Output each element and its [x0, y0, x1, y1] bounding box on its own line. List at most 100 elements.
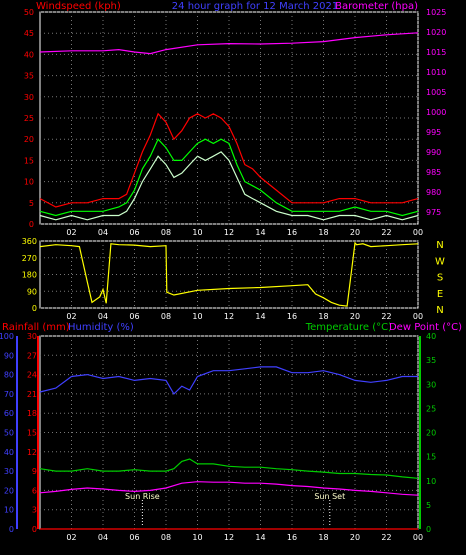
windspeed-y-tick: 5: [29, 199, 34, 208]
sun-marker-label: Sun Set: [314, 492, 345, 501]
windspeed-y-tick: 50: [24, 8, 34, 17]
humidity-y-tick: 30: [4, 467, 14, 476]
humidity-axis-title: Humidity (%): [68, 322, 134, 333]
rainfall-y-tick: 24: [27, 371, 37, 380]
climate-x-tick: 16: [287, 533, 297, 542]
rainfall-y-tick: 6: [32, 486, 37, 495]
windspeed-y-tick: 45: [24, 29, 34, 38]
humidity-line: [39, 366, 418, 395]
climate-x-tick: 08: [161, 533, 171, 542]
compass-label: W: [435, 256, 445, 267]
climate-x-tick: 06: [129, 533, 139, 542]
compass-label: S: [437, 273, 443, 284]
direction-x-tick: 12: [224, 312, 234, 321]
direction-y-tick: 0: [32, 304, 37, 313]
barometer-axis-title: Barometer (hpa): [335, 1, 418, 12]
barometer-line: [39, 32, 419, 55]
temperature-axis-title: Temperature (°C): [305, 322, 392, 333]
humidity-y-tick: 60: [4, 409, 14, 418]
direction-x-tick: 10: [192, 312, 202, 321]
rainfall-axis-title: Rainfall (mm): [2, 322, 70, 333]
chart-title: 24 hour graph for 12 March 2021: [172, 1, 338, 12]
temperature-y-tick: 35: [426, 356, 436, 365]
wind-x-tick: 08: [161, 228, 171, 237]
wind-x-tick: 06: [129, 228, 139, 237]
direction-x-tick: 22: [381, 312, 391, 321]
climate-x-tick: 14: [255, 533, 265, 542]
barometer-y-tick: 1000: [426, 108, 446, 117]
humidity-y-tick: 50: [4, 429, 14, 438]
barometer-y-tick: 995: [426, 128, 441, 137]
barometer-y-tick: 985: [426, 168, 441, 177]
temperature-y-tick: 5: [426, 501, 431, 510]
windspeed-y-tick: 0: [29, 220, 34, 229]
wind-x-tick: 10: [192, 228, 202, 237]
compass-label: N: [436, 240, 443, 251]
rainfall-y-tick: 30: [27, 332, 37, 341]
climate-x-tick: 18: [318, 533, 328, 542]
barometer-y-tick: 975: [426, 208, 441, 217]
windspeed-axis-title: Windspeed (kph): [36, 1, 121, 12]
climate-x-tick: 00: [413, 533, 423, 542]
grid-lines: [40, 11, 419, 530]
rainfall-y-tick: 0: [32, 525, 37, 534]
windspeed-y-tick: 35: [24, 72, 34, 81]
wind-x-tick: 00: [413, 228, 423, 237]
temperature-y-tick: 10: [426, 477, 436, 486]
windspeed-y-tick: 15: [24, 156, 34, 165]
wind-x-tick: 12: [224, 228, 234, 237]
wind-x-tick: 14: [255, 228, 265, 237]
wind-direction-line: [39, 241, 419, 307]
climate-x-tick: 12: [224, 533, 234, 542]
windspeed-y-tick: 30: [24, 93, 34, 102]
dewpoint-axis-title: Dew Point (°C): [389, 322, 462, 333]
humidity-y-tick: 0: [9, 525, 14, 534]
wind-x-tick: 20: [350, 228, 360, 237]
axis-ticks: 0510152025303540455097598098599099510001…: [0, 8, 446, 542]
direction-y-tick: 270: [22, 254, 37, 263]
rainfall-y-tick: 27: [27, 351, 37, 360]
wind-speed-line: [39, 151, 419, 221]
barometer-y-tick: 1020: [426, 28, 446, 37]
rainfall-y-tick: 18: [27, 409, 37, 418]
climate-x-tick: 22: [381, 533, 391, 542]
direction-panel: [39, 240, 419, 309]
direction-x-tick: 06: [129, 312, 139, 321]
humidity-y-tick: 40: [4, 448, 14, 457]
humidity-y-tick: 10: [4, 506, 14, 515]
temperature-y-tick: 0: [426, 525, 431, 534]
windspeed-y-tick: 20: [24, 135, 34, 144]
rainfall-y-tick: 21: [27, 390, 37, 399]
direction-y-tick: 90: [27, 287, 37, 296]
sun-marker-label: Sun Rise: [125, 492, 160, 501]
direction-y-tick: 180: [22, 271, 37, 280]
compass-label: N: [436, 305, 443, 316]
wind-x-tick: 04: [98, 228, 108, 237]
humidity-y-tick: 100: [0, 332, 14, 341]
temperature-y-tick: 40: [426, 332, 436, 341]
wind-average-line: [39, 138, 419, 217]
data-series: [39, 32, 419, 530]
dew-point-line: [39, 481, 419, 496]
temperature-y-tick: 20: [426, 429, 436, 438]
direction-x-tick: 18: [318, 312, 328, 321]
climate-x-tick: 04: [98, 533, 108, 542]
direction-x-tick: 08: [161, 312, 171, 321]
windspeed-y-tick: 40: [24, 50, 34, 59]
rainfall-y-tick: 15: [27, 429, 37, 438]
climate-x-tick: 02: [66, 533, 76, 542]
direction-x-tick: 02: [66, 312, 76, 321]
rainfall-y-tick: 9: [32, 467, 37, 476]
direction-x-tick: 00: [413, 312, 423, 321]
annotations: Sun Rise Sun Set: [125, 492, 345, 527]
barometer-y-tick: 1010: [426, 68, 446, 77]
temperature-y-tick: 25: [426, 404, 436, 413]
wind-x-tick: 22: [381, 228, 391, 237]
windspeed-y-tick: 10: [24, 178, 34, 187]
barometer-y-tick: 980: [426, 188, 441, 197]
direction-x-tick: 14: [255, 312, 265, 321]
wind-gust-line: [39, 112, 419, 208]
humidity-y-tick: 90: [4, 351, 14, 360]
direction-x-tick: 20: [350, 312, 360, 321]
wind-x-tick: 18: [318, 228, 328, 237]
